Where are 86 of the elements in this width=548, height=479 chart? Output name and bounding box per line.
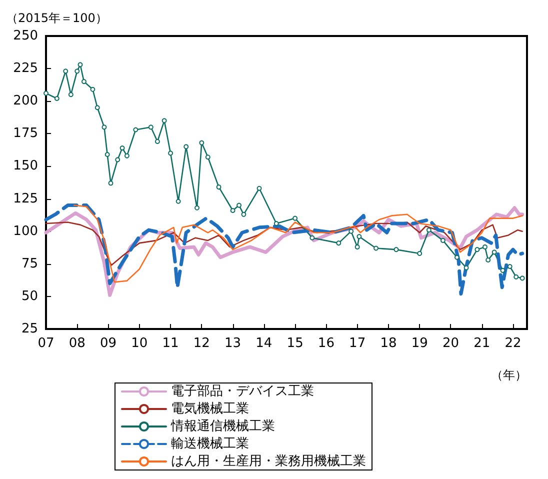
x-tick-label: 12 bbox=[193, 336, 210, 351]
point bbox=[104, 152, 110, 157]
x-tick-label: 08 bbox=[68, 336, 86, 351]
point bbox=[426, 228, 432, 233]
point bbox=[74, 68, 80, 74]
point bbox=[354, 244, 360, 250]
point bbox=[81, 79, 86, 84]
point bbox=[356, 234, 362, 240]
point bbox=[148, 124, 154, 130]
x-tick-label: 09 bbox=[100, 336, 117, 351]
x-axis-title: （年） bbox=[491, 368, 527, 382]
point bbox=[474, 247, 480, 252]
point bbox=[78, 62, 83, 68]
point bbox=[176, 198, 181, 204]
y-tick-label: 150 bbox=[13, 158, 38, 174]
x-tick-label: 19 bbox=[411, 336, 428, 351]
point bbox=[194, 205, 200, 210]
point bbox=[520, 276, 525, 281]
point bbox=[454, 254, 460, 260]
y-tick-label: 250 bbox=[13, 28, 38, 44]
legend-label: 情報通信機械工業 bbox=[170, 419, 275, 434]
y-tick-label: 100 bbox=[13, 224, 38, 239]
x-tick-label: 20 bbox=[442, 336, 459, 351]
point bbox=[184, 144, 189, 150]
x-tick-label: 18 bbox=[380, 336, 397, 351]
y-tick-label: 200 bbox=[13, 94, 38, 109]
point bbox=[133, 127, 138, 132]
point bbox=[90, 86, 96, 92]
point bbox=[102, 124, 107, 130]
point bbox=[274, 221, 279, 226]
legend-label: 電気機械工業 bbox=[171, 402, 249, 416]
point bbox=[230, 208, 236, 213]
line-series bbox=[73, 204, 523, 283]
x-tick-label: 14 bbox=[256, 336, 272, 351]
point bbox=[44, 90, 48, 96]
point bbox=[417, 250, 422, 256]
x-tick-label: 11 bbox=[162, 336, 179, 351]
y-tick-label: 175 bbox=[13, 126, 38, 142]
point bbox=[162, 118, 167, 124]
point bbox=[94, 105, 100, 110]
x-tick-label: 21 bbox=[474, 336, 490, 351]
point bbox=[154, 138, 160, 144]
point bbox=[482, 244, 488, 250]
y-tick-label: 125 bbox=[13, 191, 38, 206]
point bbox=[199, 140, 204, 146]
point bbox=[63, 68, 68, 74]
point bbox=[236, 202, 242, 208]
point bbox=[348, 228, 354, 234]
point bbox=[500, 268, 506, 273]
point bbox=[440, 238, 446, 243]
x-tick-label: 13 bbox=[224, 336, 242, 351]
point bbox=[336, 240, 342, 246]
x-tick-label: 22 bbox=[504, 336, 522, 351]
legend-label: 輸送機械工業 bbox=[171, 436, 249, 452]
y-tick-label: 75 bbox=[21, 256, 38, 272]
y-axis-title: （2015年＝100） bbox=[6, 11, 108, 25]
point bbox=[168, 150, 174, 156]
x-tick-label: 07 bbox=[38, 336, 54, 351]
point bbox=[241, 212, 246, 217]
point bbox=[256, 186, 262, 191]
point bbox=[486, 257, 491, 262]
x-tick-label: 17 bbox=[349, 336, 366, 351]
y-tick-label: 25 bbox=[21, 322, 38, 336]
point bbox=[115, 157, 120, 162]
y-tick-label: 50 bbox=[21, 288, 38, 304]
x-tick-label: 10 bbox=[131, 336, 148, 351]
point bbox=[216, 184, 222, 190]
point bbox=[108, 180, 114, 186]
x-tick-label: 16 bbox=[318, 336, 334, 351]
point bbox=[124, 153, 130, 158]
point bbox=[68, 92, 74, 98]
legend-label: はん用・生産用・業務用機械工業 bbox=[171, 453, 366, 469]
x-tick-label: 15 bbox=[286, 336, 304, 351]
point bbox=[507, 264, 512, 269]
point bbox=[205, 154, 210, 160]
y-tick-label: 225 bbox=[13, 61, 38, 76]
point bbox=[310, 235, 315, 240]
point bbox=[492, 250, 497, 255]
point bbox=[464, 265, 469, 270]
point bbox=[120, 145, 125, 150]
point bbox=[514, 274, 519, 280]
point bbox=[374, 246, 379, 251]
legend-label: 電子部品・デバイス工業 bbox=[171, 384, 314, 399]
point bbox=[292, 216, 298, 221]
point bbox=[54, 96, 60, 102]
point bbox=[394, 247, 399, 252]
